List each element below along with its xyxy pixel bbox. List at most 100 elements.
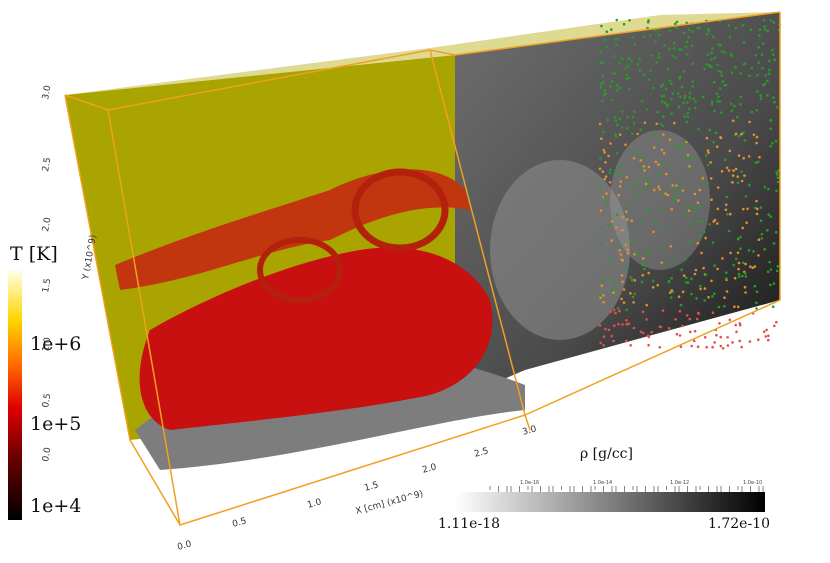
particle: [698, 234, 702, 237]
particle: [693, 329, 697, 333]
particle: [657, 55, 661, 59]
particle: [620, 274, 624, 277]
particle: [690, 277, 693, 281]
colorbar-minor-label: 1.0e-12: [670, 480, 689, 486]
particle: [698, 284, 702, 288]
particle: [651, 86, 655, 90]
particle: [618, 62, 621, 65]
particle: [756, 73, 759, 77]
particle: [602, 294, 605, 297]
particle: [638, 69, 642, 72]
particle: [694, 100, 697, 104]
particle: [646, 21, 650, 24]
particle: [661, 163, 665, 166]
particle: [714, 131, 718, 135]
particle: [707, 151, 710, 154]
particle: [693, 157, 697, 161]
particle: [693, 192, 697, 196]
particle: [676, 92, 680, 95]
particle: [635, 252, 639, 256]
colorbar-minor-label: 1.0e-10: [743, 480, 762, 486]
particle: [616, 37, 620, 41]
particle: [599, 61, 602, 65]
particle: [618, 309, 621, 313]
particle: [648, 179, 651, 183]
particle: [640, 100, 644, 103]
particle: [641, 273, 644, 277]
particle: [609, 142, 612, 145]
particle: [624, 339, 628, 343]
particle: [625, 73, 628, 77]
particle: [711, 47, 714, 50]
particle: [717, 69, 720, 73]
particle: [672, 47, 676, 50]
particle: [767, 72, 771, 75]
particle: [750, 110, 754, 114]
particle: [619, 173, 622, 177]
particle: [668, 138, 672, 141]
particle: [755, 290, 759, 294]
particle: [679, 345, 683, 349]
particle: [686, 115, 690, 119]
particle: [642, 165, 646, 168]
particle: [772, 96, 775, 99]
particle: [653, 132, 657, 135]
particle: [762, 330, 766, 334]
particle: [755, 212, 759, 216]
particle: [686, 101, 689, 104]
particle: [753, 284, 757, 288]
particle: [691, 30, 694, 33]
particle: [621, 215, 624, 219]
particle: [715, 145, 719, 148]
particle: [655, 122, 659, 126]
particle: [691, 85, 694, 88]
particle: [670, 208, 673, 211]
particle: [620, 297, 623, 301]
y-tick-label: 1.0: [41, 336, 53, 352]
particle: [641, 263, 644, 267]
particle: [609, 257, 612, 260]
particle: [754, 54, 758, 57]
particle: [739, 247, 742, 250]
particle: [691, 62, 694, 65]
particle: [710, 102, 714, 106]
particle: [665, 172, 668, 176]
red-structure: [351, 168, 449, 252]
particle: [604, 175, 608, 178]
particle: [694, 268, 698, 272]
particle: [730, 109, 733, 113]
particle: [713, 292, 716, 296]
particle: [604, 92, 607, 95]
particle: [602, 130, 605, 134]
particle: [666, 67, 670, 71]
particle: [631, 150, 634, 153]
particle: [665, 260, 668, 264]
box-outline: [64, 11, 781, 526]
particle: [716, 222, 719, 225]
particle: [617, 245, 621, 249]
particle: [725, 290, 729, 293]
particle: [728, 149, 732, 153]
particle: [757, 46, 760, 49]
particle: [773, 324, 776, 328]
particle: [610, 220, 614, 223]
particle: [766, 79, 769, 83]
particle: [703, 287, 707, 290]
particle: [748, 120, 751, 124]
particle: [743, 272, 747, 275]
particle: [603, 38, 607, 42]
particle: [654, 40, 657, 44]
particle: [744, 291, 747, 294]
particle: [671, 196, 674, 199]
particle: [657, 52, 661, 55]
particle: [727, 229, 731, 233]
particle: [695, 297, 698, 300]
particle: [764, 335, 768, 338]
particle: [661, 190, 665, 194]
particle: [774, 139, 778, 143]
particle: [727, 169, 731, 172]
particle: [724, 208, 728, 212]
particle: [628, 57, 631, 60]
particle: [739, 103, 742, 106]
particle: [776, 265, 780, 268]
